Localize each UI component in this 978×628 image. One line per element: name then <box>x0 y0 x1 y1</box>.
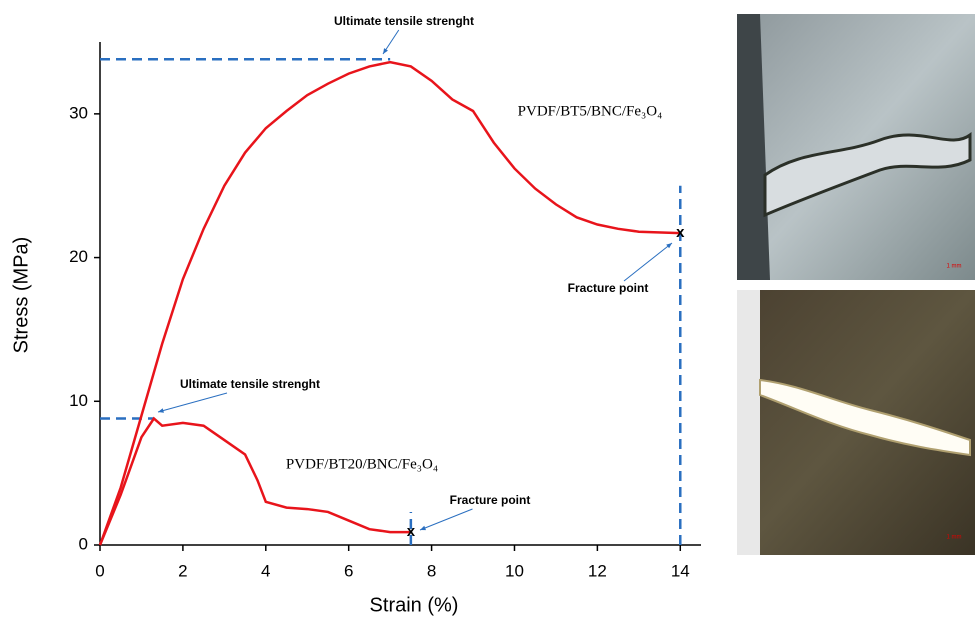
scale-label: 1 mm <box>947 264 962 270</box>
annotation: Fracture point <box>568 281 649 295</box>
fracture-marker: x <box>407 523 416 540</box>
x-tick-label: 0 <box>95 561 104 580</box>
y-tick-label: 0 <box>79 534 88 553</box>
series-label: PVDF/BT20/BNC/Fe₃O₄ <box>286 456 438 472</box>
x-tick-label: 10 <box>505 561 524 580</box>
x-tick-label: 6 <box>344 561 353 580</box>
x-tick-label: 4 <box>261 561 270 580</box>
arrow-head <box>158 408 164 413</box>
photo-bottom <box>737 290 975 555</box>
x-tick-label: 8 <box>427 561 436 580</box>
line <box>98 60 681 546</box>
y-tick-label: 10 <box>69 391 88 410</box>
arrow-head <box>666 243 672 249</box>
x-tick-label: 2 <box>178 561 187 580</box>
annotation-arrow <box>157 392 228 413</box>
x-tick-label: 14 <box>671 561 690 580</box>
annotation: Ultimate tensile strenght <box>180 377 320 391</box>
fracture-marker: x <box>676 224 685 241</box>
arrow-head <box>383 48 388 54</box>
photo-top <box>737 14 975 280</box>
series-label: PVDF/BT5/BNC/Fe₃O₄ <box>518 103 663 119</box>
line <box>98 416 411 546</box>
y-tick-label: 20 <box>69 247 88 266</box>
x-tick-label: 12 <box>588 561 607 580</box>
annotation: Fracture point <box>450 493 531 507</box>
y-tick-label: 30 <box>69 103 88 122</box>
scale-label: 1 mm <box>947 535 962 541</box>
annotation: Ultimate tensile strenght <box>334 14 474 28</box>
annotation-arrow <box>623 242 673 282</box>
y-axis-label: Stress (MPa) <box>10 237 32 354</box>
x-axis-label: Strain (%) <box>370 594 459 616</box>
annotation-arrow <box>419 508 473 531</box>
arrow-head <box>420 525 426 531</box>
